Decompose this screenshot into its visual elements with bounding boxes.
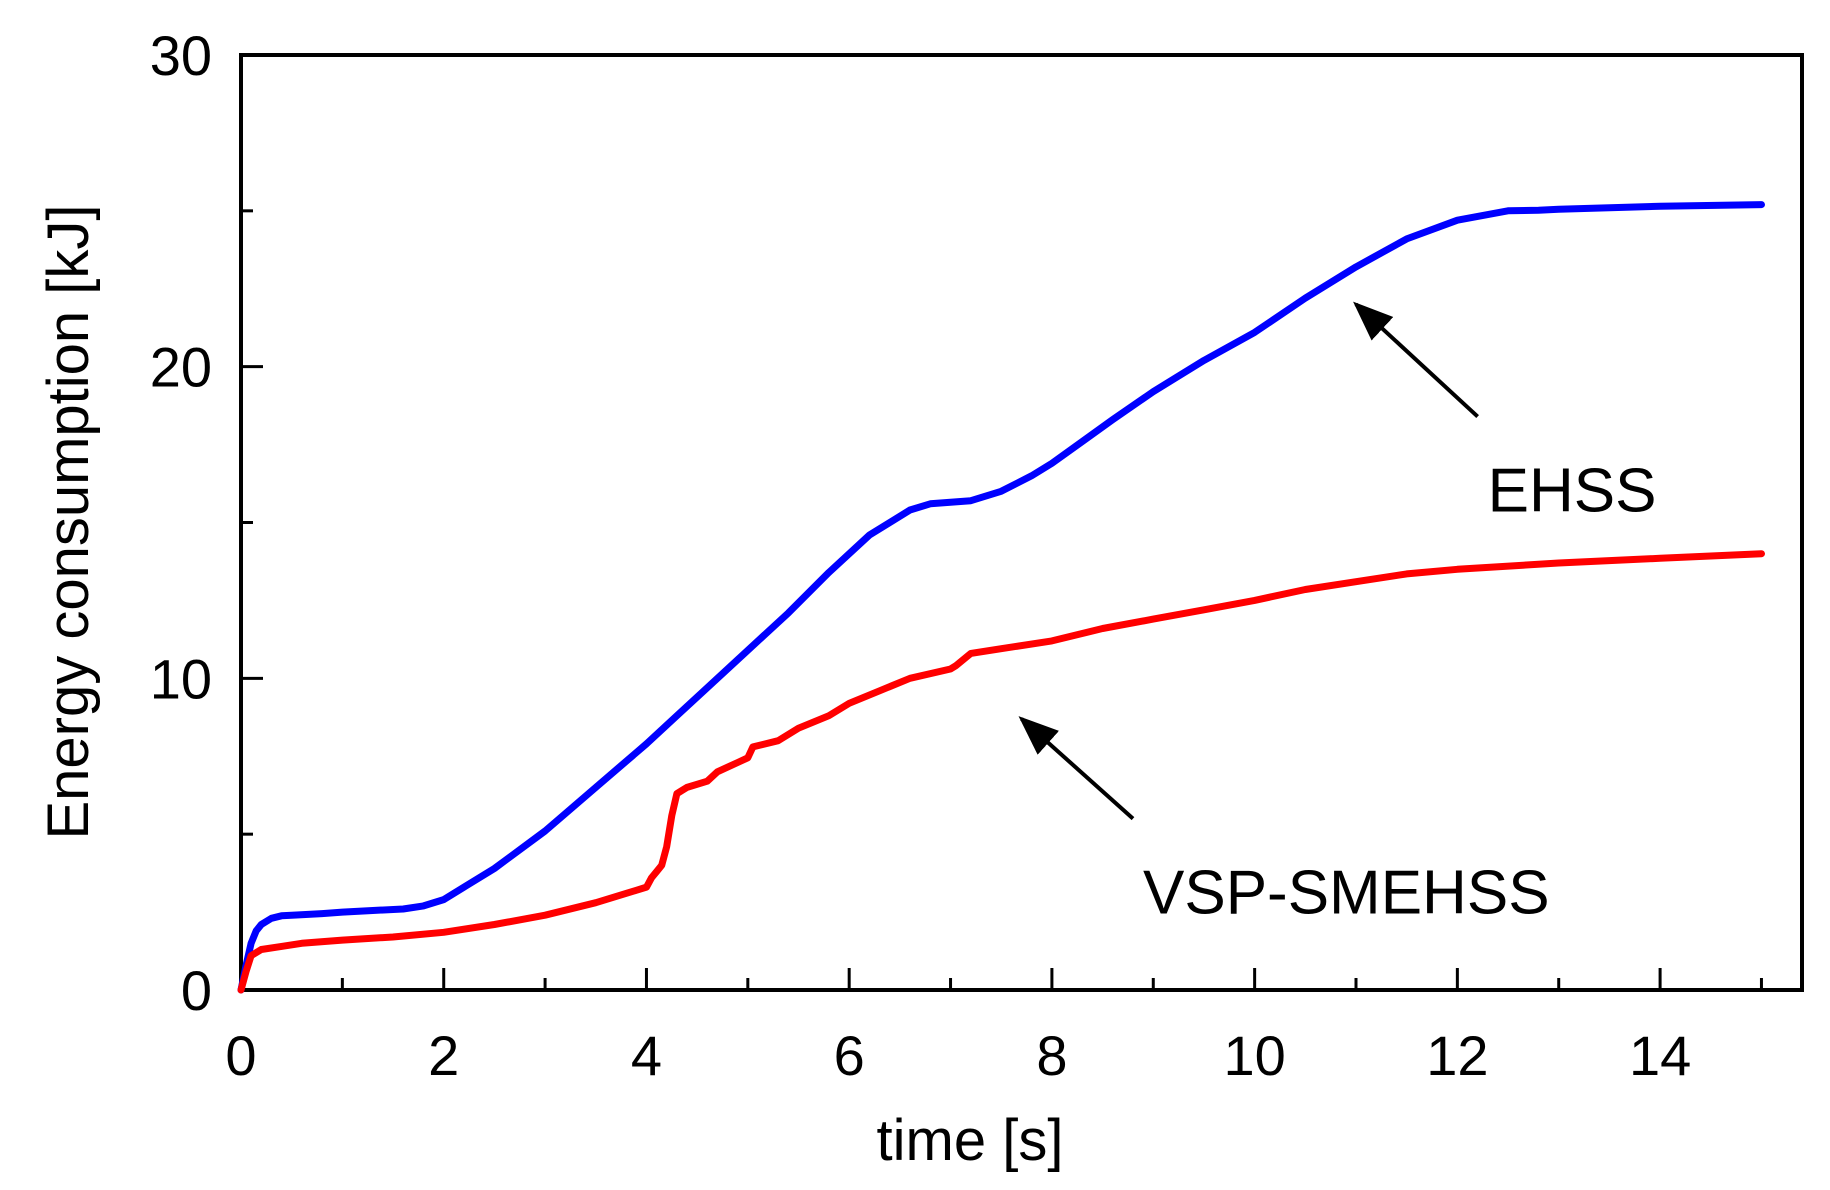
x-tick-label: 8 <box>1036 1024 1067 1087</box>
x-tick-label: 2 <box>428 1024 459 1087</box>
x-tick-label: 14 <box>1629 1024 1691 1087</box>
x-tick-label: 4 <box>631 1024 662 1087</box>
major-ticks <box>239 53 1662 992</box>
x-axis-title: time [s] <box>877 1108 1064 1173</box>
annotation-label-vsp-smehss: VSP-SMEHSS <box>1143 859 1550 928</box>
annotations: EHSS VSP-SMEHSS <box>1018 301 1657 928</box>
annotation-arrow-vsp-smehss <box>1018 716 1135 821</box>
y-axis-title: Energy consumption [kJ] <box>36 204 101 839</box>
x-tick-label: 10 <box>1223 1024 1285 1087</box>
y-tick-labels: 0 10 20 30 <box>150 24 212 1022</box>
minor-ticks <box>241 209 1763 990</box>
annotation-arrow-ehss <box>1353 301 1479 419</box>
x-tick-labels: 0 2 4 6 8 10 12 14 <box>225 1024 1691 1087</box>
x-tick-label: 6 <box>834 1024 865 1087</box>
y-tick-label: 20 <box>150 336 212 399</box>
series-lines <box>237 201 1765 994</box>
x-tick-label: 0 <box>225 1024 256 1087</box>
y-tick-label: 30 <box>150 24 212 87</box>
series-line-vsp-smehss <box>237 550 1765 994</box>
series-line-ehss <box>237 201 1765 994</box>
annotation-label-ehss: EHSS <box>1488 457 1657 526</box>
y-tick-label: 0 <box>181 959 212 1022</box>
x-tick-label: 12 <box>1426 1024 1488 1087</box>
y-tick-label: 10 <box>150 647 212 710</box>
